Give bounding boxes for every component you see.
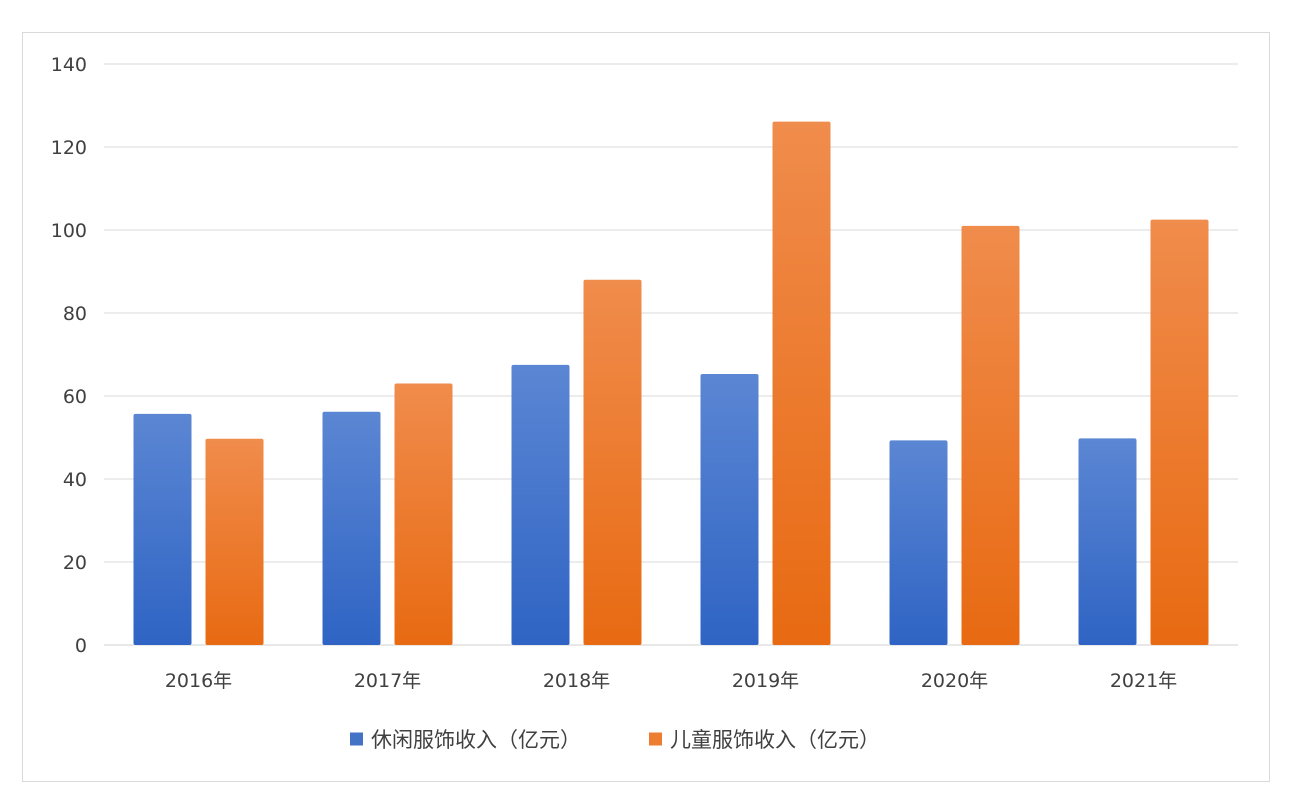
y-tick-label: 40 [63,469,87,491]
bar-casual-wear-5 [889,440,948,645]
bar-kids-wear-6 [1150,219,1209,645]
legend: 休闲服饰收入（亿元） 儿童服饰收入（亿元） [350,728,880,752]
bar-kids-wear-3 [583,279,642,645]
x-tick-label: 2020年 [921,670,988,692]
y-tick-label: 80 [63,303,87,325]
bar-casual-wear-1 [133,413,192,645]
y-axis-ticks: 0 20 40 60 80 100 120 140 [51,54,87,657]
y-tick-label: 0 [75,635,87,657]
bars-layer [133,121,1209,645]
legend-swatch-kids-wear [649,732,662,746]
bar-kids-wear-5 [961,225,1020,645]
grid-layer [104,63,1238,646]
y-tick-label: 100 [51,220,87,242]
legend-swatch-casual-wear [350,732,363,746]
chart-frame [22,32,1270,782]
bar-kids-wear-1 [205,438,264,645]
x-tick-label: 2021年 [1110,670,1177,692]
legend-label-kids-wear: 儿童服饰收入（亿元） [670,728,880,752]
bar-kids-wear-2 [394,383,453,645]
y-tick-label: 60 [63,386,87,408]
x-tick-label: 2018年 [543,670,610,692]
y-tick-label: 120 [51,137,87,159]
x-axis-ticks: 2016年 2017年 2018年 2019年 2020年 2021年 [165,670,1177,692]
bar-casual-wear-3 [511,364,570,645]
bar-casual-wear-4 [700,374,759,645]
bar-kids-wear-4 [772,121,831,645]
bar-casual-wear-6 [1078,438,1137,645]
bar-casual-wear-2 [322,411,381,645]
legend-label-casual-wear: 休闲服饰收入（亿元） [371,728,581,752]
x-tick-label: 2016年 [165,670,232,692]
x-tick-label: 2017年 [354,670,421,692]
x-tick-label: 2019年 [732,670,799,692]
y-tick-label: 140 [51,54,87,76]
y-tick-label: 20 [63,552,87,574]
